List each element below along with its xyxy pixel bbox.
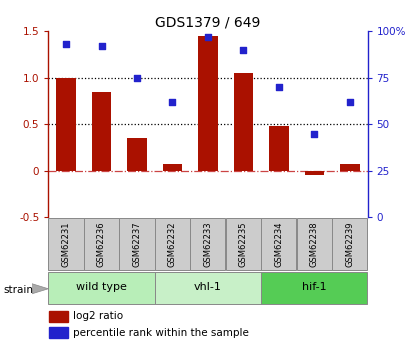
Bar bbox=[119, 218, 155, 270]
Title: GDS1379 / 649: GDS1379 / 649 bbox=[155, 16, 260, 30]
Text: GSM62237: GSM62237 bbox=[132, 221, 142, 267]
Bar bbox=[50, 327, 68, 338]
Bar bbox=[155, 218, 190, 270]
Bar bbox=[261, 218, 297, 270]
Bar bbox=[92, 91, 111, 171]
Point bbox=[134, 75, 140, 80]
Bar bbox=[234, 73, 253, 171]
Point bbox=[98, 43, 105, 49]
Point bbox=[205, 34, 211, 39]
Bar bbox=[163, 164, 182, 171]
Text: GSM62233: GSM62233 bbox=[203, 221, 213, 267]
Polygon shape bbox=[32, 284, 48, 294]
Bar bbox=[261, 272, 368, 304]
Text: GSM62239: GSM62239 bbox=[345, 221, 354, 267]
Bar bbox=[50, 310, 68, 322]
Text: GSM62235: GSM62235 bbox=[239, 221, 248, 267]
Text: GSM62236: GSM62236 bbox=[97, 221, 106, 267]
Bar bbox=[198, 36, 218, 171]
Text: GSM62238: GSM62238 bbox=[310, 221, 319, 267]
Bar bbox=[340, 164, 360, 171]
Bar bbox=[155, 272, 261, 304]
Text: GSM62232: GSM62232 bbox=[168, 221, 177, 267]
Text: hif-1: hif-1 bbox=[302, 283, 327, 292]
Text: wild type: wild type bbox=[76, 283, 127, 292]
Point bbox=[63, 41, 69, 47]
Bar bbox=[84, 218, 119, 270]
Bar bbox=[226, 218, 261, 270]
Bar bbox=[297, 218, 332, 270]
Point bbox=[169, 99, 176, 105]
Text: strain: strain bbox=[3, 286, 33, 295]
Text: log2 ratio: log2 ratio bbox=[74, 311, 123, 321]
Bar bbox=[48, 272, 155, 304]
Point bbox=[346, 99, 353, 105]
Bar bbox=[269, 126, 289, 171]
Bar bbox=[127, 138, 147, 171]
Text: vhl-1: vhl-1 bbox=[194, 283, 222, 292]
Point bbox=[240, 47, 247, 52]
Text: percentile rank within the sample: percentile rank within the sample bbox=[74, 328, 249, 337]
Text: GSM62231: GSM62231 bbox=[62, 221, 71, 267]
Bar bbox=[304, 171, 324, 175]
Point bbox=[311, 131, 318, 136]
Bar bbox=[190, 218, 226, 270]
Bar bbox=[332, 218, 368, 270]
Bar bbox=[56, 78, 76, 171]
Point bbox=[276, 84, 282, 90]
Bar bbox=[48, 218, 84, 270]
Text: GSM62234: GSM62234 bbox=[274, 221, 284, 267]
